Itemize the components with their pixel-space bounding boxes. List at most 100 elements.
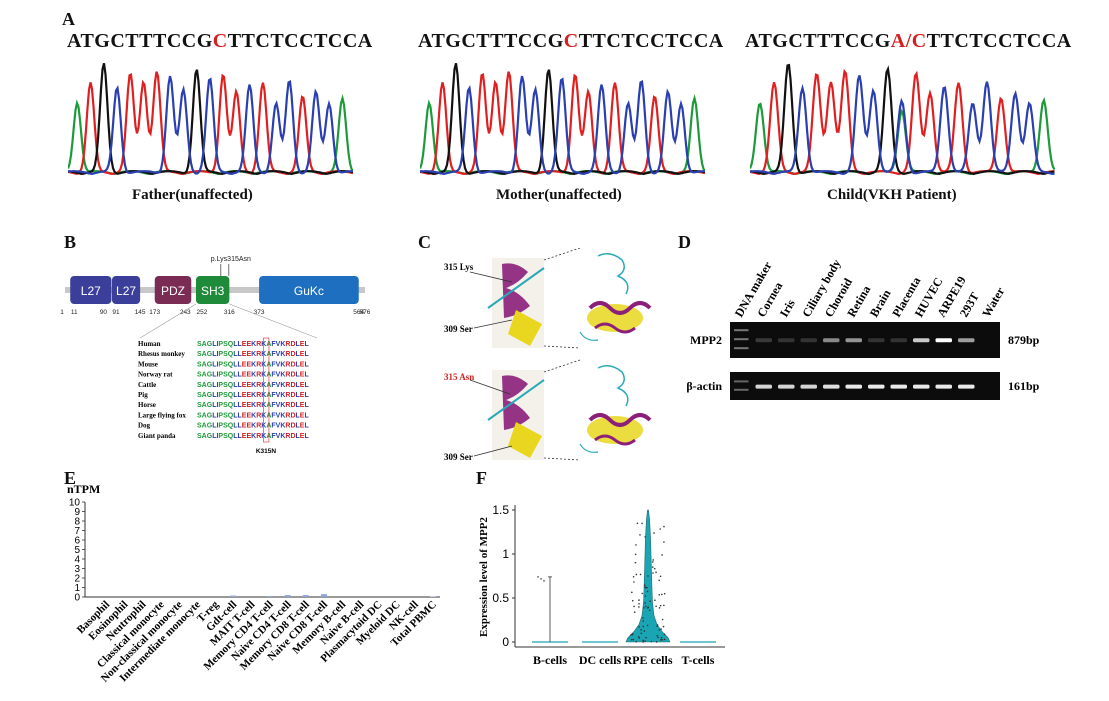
- gel-band: [890, 338, 907, 343]
- dashed-connector: [543, 345, 581, 349]
- position-tick: 564: [353, 309, 364, 316]
- structure-zoom-mutant: [469, 359, 652, 461]
- species-name: Dog: [138, 422, 151, 430]
- y-tick-label: 0.5: [492, 591, 509, 605]
- sequence-prefix: ATGCTTTCCG: [418, 30, 564, 52]
- panel-a-label: A: [62, 9, 75, 29]
- lane-label: Water: [979, 284, 1007, 319]
- data-point: [631, 591, 633, 594]
- data-point: [663, 633, 666, 636]
- panel-c-label: C: [418, 232, 431, 252]
- zoom-line: [229, 303, 318, 339]
- domain-l27: L27: [111, 276, 141, 304]
- data-point: [631, 599, 634, 602]
- data-point: [663, 604, 665, 607]
- alignment-row: SAGLIPSQLLEEKRKAFVKRDLEL: [197, 341, 309, 348]
- y-tick-label: 3: [74, 564, 80, 575]
- domain-label: PDZ: [161, 284, 185, 298]
- y-tick-label: 9: [74, 507, 80, 518]
- sequence-suffix: TTCTCCTCCA: [926, 30, 1072, 52]
- caption-mother: Mother(unaffected): [496, 187, 622, 203]
- data-point: [643, 630, 646, 632]
- species-name: Pig: [138, 391, 148, 399]
- data-point: [634, 553, 637, 556]
- data-point: [633, 605, 635, 608]
- bar: [230, 595, 237, 597]
- gel-band: [778, 384, 795, 389]
- gel-band: [958, 338, 975, 343]
- coil-line: [487, 267, 545, 309]
- data-point: [660, 636, 663, 639]
- data-point: [633, 581, 635, 583]
- trace-G: [750, 63, 1055, 176]
- data-point: [647, 607, 649, 609]
- bar-chart-ntpm: nTPM012345678910BasophilEosinophilNeutro…: [67, 482, 440, 685]
- position-tick: 90: [100, 309, 108, 316]
- leader-line-asn: [469, 379, 511, 395]
- trace-C: [420, 75, 705, 176]
- chromatogram-father: [68, 63, 353, 176]
- x-tick-label: RPE cells: [624, 653, 673, 667]
- data-point: [642, 625, 645, 628]
- gel-band: [913, 384, 930, 389]
- data-point: [639, 534, 641, 536]
- mutation-label: p.Lys315Asn: [211, 256, 251, 263]
- data-point: [632, 638, 635, 641]
- sequence-father: ATGCTTTCCGCTTCTCCTCCA: [67, 30, 373, 53]
- data-point: [632, 575, 635, 578]
- data-point: [644, 602, 646, 604]
- data-point: [648, 609, 651, 612]
- coil-line: [487, 379, 545, 421]
- gene-label: β-actin: [686, 379, 722, 393]
- position-tick: 1: [60, 309, 64, 316]
- y-tick-label: 2: [74, 574, 80, 585]
- gel-band: [935, 338, 952, 343]
- x-tick-label: DC cells: [579, 653, 622, 667]
- sheet-shape: [508, 310, 542, 346]
- data-point: [653, 567, 656, 570]
- panel-e-label: E: [64, 468, 77, 488]
- leader-line-ser: [473, 445, 513, 457]
- position-tick: 173: [149, 309, 160, 316]
- gel-band: [800, 384, 817, 389]
- gel-band: [755, 384, 772, 389]
- alignment-row: SAGLIPSQLLEEKRKAFVKRDLEL: [197, 382, 309, 389]
- y-tick-label: 4: [74, 555, 80, 566]
- y-tick-label: 7: [74, 526, 80, 537]
- data-point: [663, 638, 666, 641]
- data-point: [630, 638, 633, 641]
- data-point: [638, 599, 640, 601]
- panel-d-label: D: [678, 232, 691, 252]
- data-point: [641, 522, 643, 525]
- data-point: [654, 599, 656, 602]
- data-point: [652, 559, 654, 561]
- position-tick: 316: [224, 309, 235, 316]
- data-point: [649, 600, 651, 602]
- caption-father: Father(unaffected): [132, 187, 253, 203]
- gel-band: [958, 384, 975, 389]
- data-point: [645, 605, 647, 608]
- full-structure-mutant: [579, 365, 652, 453]
- data-point: [651, 566, 654, 568]
- data-point: [658, 593, 661, 596]
- data-point: [657, 636, 659, 639]
- data-point: [661, 638, 664, 641]
- y-tick-label: 10: [69, 498, 81, 509]
- data-point: [645, 636, 647, 639]
- y-tick-label: 5: [74, 545, 80, 556]
- position-tick: 91: [112, 309, 120, 316]
- data-point: [637, 635, 640, 638]
- data-point: [543, 580, 545, 582]
- data-point: [537, 576, 539, 578]
- data-point: [642, 639, 644, 642]
- trace-C: [750, 75, 1055, 176]
- gel-band: [890, 384, 907, 389]
- data-point: [540, 578, 542, 580]
- y-axis-label: nTPM: [67, 482, 100, 496]
- mutation-base: A/C: [890, 30, 927, 52]
- data-point: [633, 611, 636, 613]
- species-name: Rhesus monkey: [138, 350, 185, 358]
- data-point: [650, 640, 653, 643]
- bar: [266, 596, 273, 597]
